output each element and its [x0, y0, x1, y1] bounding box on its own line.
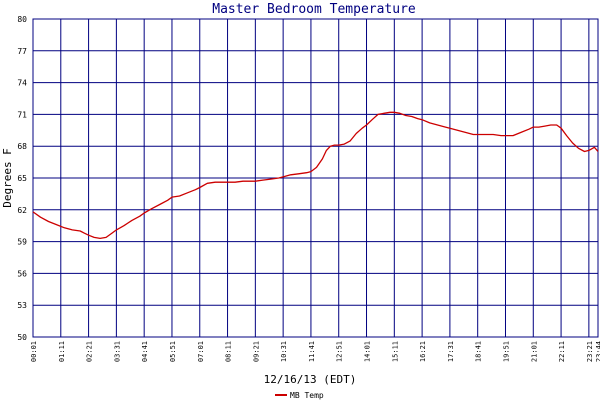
x-tick-label: 09:21: [252, 341, 260, 362]
x-tick-label: 01:11: [58, 341, 66, 362]
x-tick-label: 12:51: [336, 341, 344, 362]
y-tick-label: 80: [17, 15, 27, 24]
x-tick-label: 04:41: [141, 341, 149, 362]
y-tick-labels: 50 53 56 59 62 65 68 71 74 77 80: [17, 15, 27, 342]
y-tick-label: 53: [17, 301, 27, 310]
legend-label: MB Temp: [290, 391, 324, 400]
x-tick-label: 03:31: [113, 341, 121, 362]
x-tick-label: 21:01: [530, 341, 538, 362]
x-tick-label: 08:11: [225, 341, 233, 362]
x-tick-label: 00:01: [30, 341, 38, 362]
x-tick-label: 19:51: [502, 341, 510, 362]
x-tick-label: 22:11: [558, 341, 566, 362]
x-tick-label: 07:01: [197, 341, 205, 362]
y-tick-label: 71: [17, 110, 27, 119]
x-tick-label: 10:31: [280, 341, 288, 362]
y-tick-label: 65: [17, 174, 27, 183]
x-tick-label: 05:51: [169, 341, 177, 362]
y-tick-label: 62: [17, 206, 27, 215]
y-tick-label: 56: [17, 269, 27, 278]
x-tick-labels: 00:01 01:11 02:21 03:31 04:41 05:51 07:01 08:11…: [30, 341, 600, 362]
y-axis-label: Degrees F: [1, 148, 14, 208]
x-tick-label: 11:41: [308, 341, 316, 362]
x-tick-label: 15:11: [391, 341, 399, 362]
x-tick-label: 23:21: [586, 341, 594, 362]
x-tick-label: 17:31: [447, 341, 455, 362]
y-tick-label: 74: [17, 79, 27, 88]
x-axis-label: 12/16/13 (EDT): [264, 373, 357, 386]
x-tick-label: 16:21: [419, 341, 427, 362]
legend: MB Temp: [275, 391, 324, 400]
series-line-0: [32, 111, 599, 240]
x-tick-label: 18:41: [475, 341, 483, 362]
y-tick-label: 59: [17, 238, 27, 247]
x-tick-label: 02:21: [86, 341, 94, 362]
y-tick-label: 77: [17, 47, 27, 56]
y-tick-label: 50: [17, 333, 27, 342]
grid: [32, 18, 599, 338]
series-layer: [32, 111, 599, 240]
chart-title: Master Bedroom Temperature: [212, 2, 416, 17]
x-tick-label: 23:44: [595, 341, 600, 362]
y-tick-label: 68: [17, 142, 27, 151]
x-tick-label: 14:01: [364, 341, 372, 362]
